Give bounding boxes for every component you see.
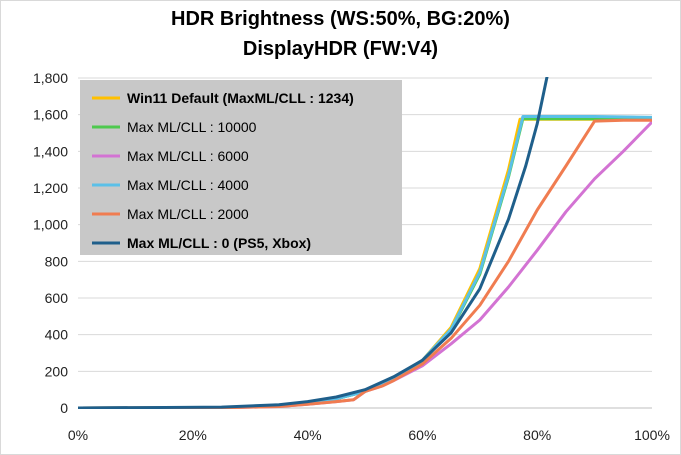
x-tick-label: 80% [523, 427, 551, 443]
y-tick-label: 0 [60, 400, 68, 416]
x-tick-label: 60% [408, 427, 436, 443]
y-tick-label: 1,200 [33, 180, 68, 196]
y-tick-label: 1,400 [33, 143, 68, 159]
series-lines [78, 77, 652, 409]
legend-label: Win11 Default (MaxML/CLL : 1234) [127, 90, 354, 106]
series-line [78, 77, 549, 409]
x-tick-label: 100% [634, 427, 670, 443]
legend-label: Max ML/CLL : 4000 [127, 177, 249, 193]
y-tick-label: 1,800 [33, 70, 68, 86]
series-line [78, 118, 652, 409]
chart-title: HDR Brightness (WS:50%, BG:20%) [171, 8, 510, 30]
legend-label: Max ML/CLL : 0 (PS5, Xbox) [127, 235, 311, 251]
y-tick-label: 1,600 [33, 107, 68, 123]
y-tick-label: 400 [45, 327, 69, 343]
y-tick-label: 1,000 [33, 217, 68, 233]
legend-label: Max ML/CLL : 2000 [127, 206, 249, 222]
y-axis-ticks: 0 200 400 600 800 1,000 1,200 1,400 1,600 1,800 [33, 70, 68, 416]
legend-label: Max ML/CLL : 6000 [127, 148, 249, 164]
x-tick-label: 0% [68, 427, 88, 443]
chart-subtitle: DisplayHDR (FW:V4) [242, 38, 439, 60]
legend-box [80, 80, 402, 255]
x-axis-ticks: 0% 20% 40% 60% 80% 100% [68, 427, 670, 443]
y-tick-label: 800 [45, 253, 69, 269]
legend: Win11 Default (MaxML/CLL : 1234) Max ML/C… [80, 80, 402, 255]
x-tick-label: 20% [179, 427, 207, 443]
y-tick-label: 600 [45, 290, 69, 306]
x-tick-label: 40% [294, 427, 322, 443]
legend-label: Max ML/CLL : 10000 [127, 119, 257, 135]
y-tick-label: 200 [45, 363, 69, 379]
